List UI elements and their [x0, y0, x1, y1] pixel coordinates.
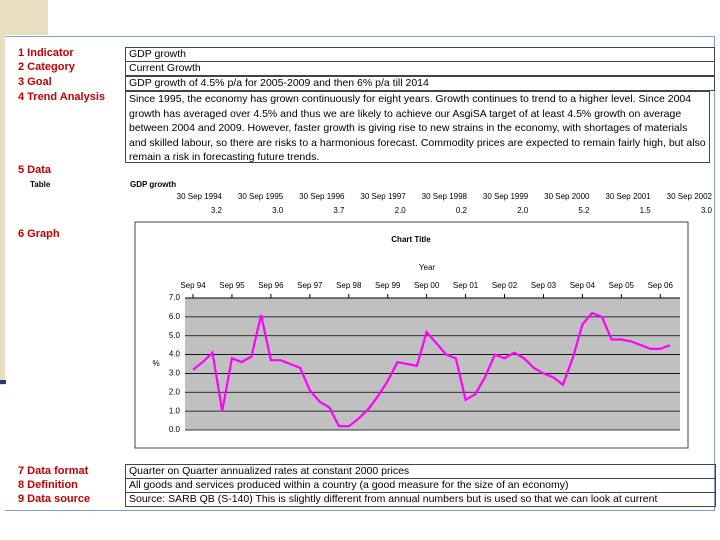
- x-axis-label: Year: [419, 263, 436, 272]
- corner-block: [0, 0, 48, 35]
- x-tick-label: Sep 94: [180, 281, 206, 290]
- date-cell: 30 Sep 1995: [237, 192, 284, 201]
- row-label: 3 Goal: [18, 76, 52, 88]
- y-tick-label: 0.0: [169, 425, 181, 434]
- row-label: 7 Data format: [18, 465, 89, 477]
- x-tick-label: Sep 96: [258, 281, 284, 290]
- date-cell: 30 Sep 2002: [666, 192, 712, 201]
- row-label: 2 Category: [18, 61, 75, 73]
- x-tick-label: Sep 01: [453, 281, 479, 290]
- plot-area: [185, 298, 680, 430]
- value-cell: 5.2: [578, 206, 590, 215]
- value-cell: 3.7: [333, 206, 345, 215]
- chart-title: Chart Title: [391, 235, 431, 244]
- row-value: Quarter on Quarter annualized rates at c…: [125, 464, 716, 479]
- data-line: [192, 311, 671, 428]
- value-cell: 3.0: [700, 206, 712, 215]
- date-cell: 30 Sep 1996: [299, 192, 345, 201]
- value-cell: 2.0: [394, 206, 406, 215]
- y-tick-label: 3.0: [169, 369, 181, 378]
- row-label: 1 Indicator: [18, 47, 74, 59]
- y-tick-label: 5.0: [169, 331, 181, 340]
- date-cell: 30 Sep 2001: [605, 192, 651, 201]
- date-cell: 30 Sep 1998: [421, 192, 467, 201]
- x-tick-label: Sep 99: [375, 281, 401, 290]
- table-label: Table: [30, 180, 51, 189]
- date-cell: 30 Sep 1999: [482, 192, 529, 201]
- row-value: Source: SARB QB (S-140) This is slightly…: [125, 492, 716, 507]
- value-cell: 2.0: [517, 206, 529, 215]
- y-axis-label: %: [152, 359, 159, 368]
- right-rule: [714, 36, 715, 511]
- date-cell: 30 Sep 1994: [176, 192, 222, 201]
- x-tick-label: Sep 05: [609, 281, 635, 290]
- value-cell: 3.0: [272, 206, 284, 215]
- side-mark: [0, 380, 6, 384]
- row-label: 9 Data source: [18, 493, 91, 505]
- row-label: 8 Definition: [18, 479, 78, 491]
- x-tick-label: Sep 06: [648, 281, 674, 290]
- bottom-rule: [5, 510, 715, 511]
- section-label: 5 Data: [18, 164, 52, 176]
- x-tick-label: Sep 04: [570, 281, 596, 290]
- x-tick-label: Sep 00: [414, 281, 440, 290]
- y-tick-label: 1.0: [169, 406, 181, 415]
- chart-frame: [134, 221, 689, 449]
- value-cell: 0.2: [455, 206, 467, 215]
- row-value: GDP growth of 4.5% p/a for 2005-2009 and…: [125, 76, 715, 91]
- section-label: 6 Graph: [18, 228, 60, 240]
- series-label: GDP growth: [130, 180, 177, 189]
- y-tick-label: 6.0: [169, 312, 181, 321]
- value-cell: 1.5: [639, 206, 651, 215]
- date-cell: 30 Sep 1997: [360, 192, 406, 201]
- top-rule: [5, 36, 715, 37]
- y-tick-label: 7.0: [169, 293, 181, 302]
- row-label: 4 Trend Analysis: [18, 91, 106, 103]
- x-tick-label: Sep 95: [219, 281, 245, 290]
- date-cell: 30 Sep 2000: [544, 192, 590, 201]
- row-value: GDP growth: [125, 47, 715, 62]
- row-value: Current Growth: [125, 61, 715, 76]
- x-tick-label: Sep 98: [336, 281, 362, 290]
- x-tick-label: Sep 03: [531, 281, 557, 290]
- row-value: Since 1995, the economy has grown contin…: [125, 91, 710, 163]
- x-tick-label: Sep 02: [492, 281, 518, 290]
- row-value: All goods and services produced within a…: [125, 478, 716, 493]
- x-tick-label: Sep 97: [297, 281, 323, 290]
- y-tick-label: 2.0: [169, 387, 181, 396]
- y-tick-label: 4.0: [169, 350, 181, 359]
- side-strip: [0, 35, 5, 385]
- value-cell: 3.2: [210, 206, 222, 215]
